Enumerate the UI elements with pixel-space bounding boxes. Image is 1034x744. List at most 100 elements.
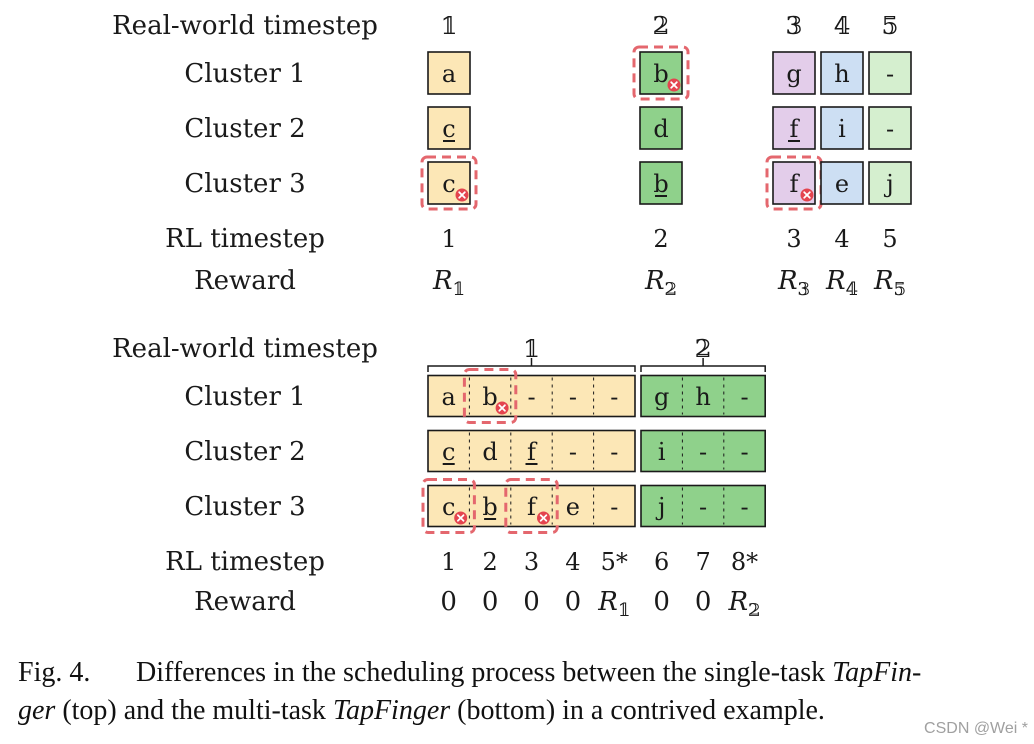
reward-value-base: R: [777, 266, 798, 296]
failure-highlight: [462, 368, 518, 424]
task-strip: [640, 484, 766, 528]
caption-italic-1: TapFin-: [832, 657, 922, 688]
task-label: -: [610, 383, 618, 411]
rl-timestep: 6: [654, 548, 669, 576]
caption-text-2: (top) and the multi-task: [55, 695, 333, 726]
task-label: e: [566, 493, 580, 521]
failure-icon-cross: [498, 404, 506, 412]
rl-timestep: 2: [482, 548, 497, 576]
reward-value: 0: [565, 587, 582, 617]
reward-value: 0: [482, 587, 499, 617]
task-label: -: [886, 115, 894, 143]
reward-value-base: 0: [440, 587, 457, 617]
rl-timestep: 1: [441, 548, 456, 576]
failure-icon-cross: [539, 514, 548, 522]
task-label: -: [610, 438, 618, 466]
task-label: a: [442, 383, 456, 411]
real-world-timestep: 𝟚: [695, 335, 712, 363]
label-cluster-2: Cluster 2: [184, 114, 305, 144]
label-cluster-1: Cluster 1: [184, 382, 305, 412]
reward-value-sub: 𝟚: [665, 279, 678, 300]
reward-value: 0: [523, 587, 540, 617]
rl-timestep: 8*: [731, 548, 758, 576]
reward-value-base: 0: [565, 587, 582, 617]
label-cluster-3: Cluster 3: [184, 169, 305, 199]
task-label: a: [442, 60, 456, 88]
failure-icon-cross: [458, 191, 466, 199]
reward-value: 0: [653, 587, 670, 617]
task-label: h: [695, 383, 710, 411]
task-label: f: [527, 493, 538, 521]
task-label: -: [569, 383, 577, 411]
task-label: c: [442, 115, 455, 143]
task-label: e: [835, 170, 849, 198]
label-reward: Reward: [194, 587, 296, 617]
caption-italic-3: TapFinger: [332, 695, 451, 726]
task-label: h: [834, 60, 849, 88]
failure-highlight: [765, 155, 823, 211]
timestep-bracket: [640, 358, 766, 372]
reward-value-sub: 𝟚: [748, 600, 761, 621]
task-cell: [639, 106, 683, 150]
reward-value-base: 0: [523, 587, 540, 617]
caption-label: Fig. 4.: [18, 657, 91, 688]
watermark: CSDN @Wei *: [924, 720, 1028, 737]
failure-icon-cross: [803, 191, 811, 199]
task-label: g: [786, 60, 801, 88]
rl-timestep: 7: [695, 548, 710, 576]
task-label: -: [740, 438, 748, 466]
task-label: i: [838, 115, 846, 143]
rl-timestep: 1: [441, 225, 456, 253]
reward-value: R𝟙: [432, 266, 465, 300]
task-label: f: [790, 115, 801, 143]
label-rl-timestep: RL timestep: [165, 547, 325, 577]
caption-text-3: (bottom) in a contrived example.: [450, 695, 825, 726]
rl-timestep: 3: [524, 548, 539, 576]
failure-highlight: [504, 478, 559, 534]
task-label: j: [883, 170, 893, 198]
task-label: -: [699, 493, 707, 521]
rl-timestep: 3: [786, 225, 801, 253]
task-cell: [868, 51, 912, 95]
reward-value: 0: [440, 587, 457, 617]
task-label: -: [740, 493, 748, 521]
real-world-timestep: 𝟝: [882, 12, 899, 40]
task-strip: [427, 374, 636, 418]
reward-value-sub: 𝟜: [846, 279, 859, 300]
top-row-labels: Real-world timestep Cluster 1 Cluster 2 Clu…: [112, 11, 378, 296]
label-reward: Reward: [194, 266, 296, 296]
task-label: i: [658, 438, 666, 466]
label-cluster-1: Cluster 1: [184, 59, 305, 89]
reward-value-base: R: [873, 266, 894, 296]
rl-timestep: 4: [834, 225, 849, 253]
failure-highlight: [632, 45, 690, 101]
task-label: g: [654, 383, 669, 411]
failure-icon-cross: [457, 514, 465, 522]
caption-italic-2: ger: [18, 695, 56, 726]
reward-value-sub: 𝟙: [453, 279, 466, 300]
task-cell: [820, 106, 864, 150]
failure-icon-cross: [670, 81, 678, 89]
task-label: -: [886, 60, 894, 88]
failure-highlight: [420, 155, 478, 211]
label-cluster-2: Cluster 2: [184, 437, 305, 467]
bottom-row-labels: Real-world timestep Cluster 1 Cluster 2 Clu…: [112, 334, 378, 617]
reward-value: R𝟚: [727, 587, 760, 621]
reward-value-base: R: [644, 266, 665, 296]
reward-value-sub: 𝟛: [798, 279, 811, 300]
reward-value: R𝟝: [873, 266, 906, 300]
reward-value-base: R: [597, 587, 618, 617]
reward-value: 0: [695, 587, 712, 617]
label-cluster-3: Cluster 3: [184, 492, 305, 522]
real-world-timestep: 𝟛: [786, 12, 803, 40]
task-label: j: [655, 493, 665, 521]
figure-caption: Fig. 4. Differences in the scheduling pro…: [18, 654, 1018, 730]
reward-value: R𝟚: [644, 266, 677, 300]
task-label: b: [653, 60, 668, 88]
task-label: c: [442, 438, 455, 466]
task-cell: [427, 51, 471, 95]
scheduling-diagram: Real-world timestep Cluster 1 Cluster 2 Clu…: [112, 11, 912, 621]
real-world-timestep: 𝟚: [653, 12, 670, 40]
